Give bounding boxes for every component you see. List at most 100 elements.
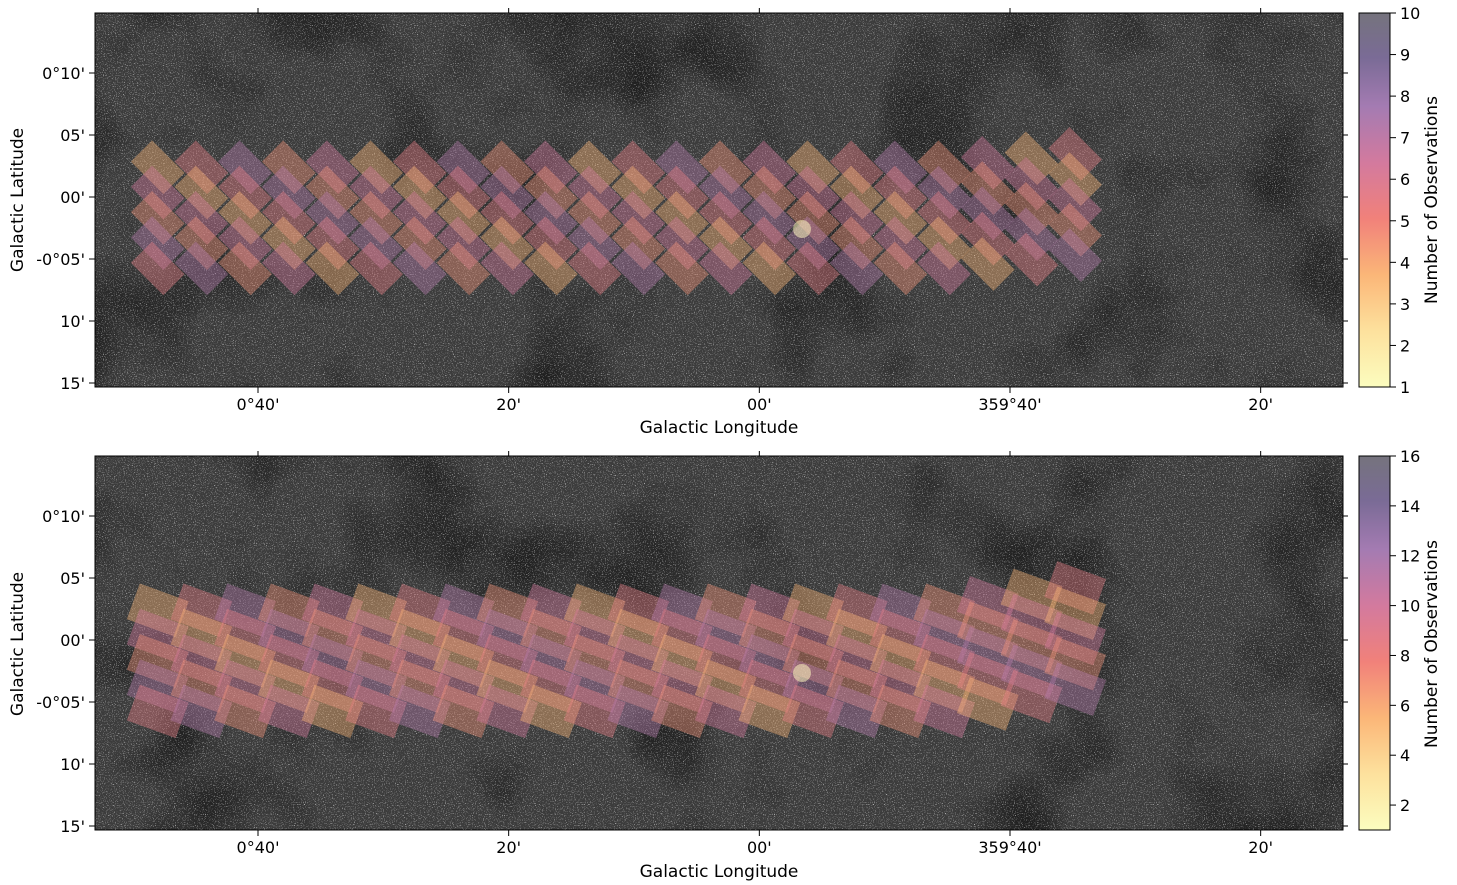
coverage-tile (698, 165, 753, 220)
coverage-tile (436, 216, 491, 270)
coverage-tile (476, 634, 539, 688)
coverage-tile (432, 634, 495, 688)
coverage-tile (345, 583, 408, 637)
y-tick-label: -0°05' (36, 693, 85, 712)
colorbar-tick-label: 8 (1400, 87, 1410, 106)
bottom-axes-frame (94, 455, 1344, 831)
y-tick-label: 05' (60, 126, 85, 145)
coverage-tile (432, 608, 495, 663)
coverage-tile (392, 165, 447, 220)
colorbar-tick-label: 16 (1400, 447, 1420, 466)
coverage-tile (388, 583, 451, 637)
coverage-tile (611, 165, 666, 220)
colorbar-tick-label: 2 (1400, 336, 1410, 355)
coverage-tile (126, 659, 189, 713)
coverage-tile (913, 684, 976, 739)
coverage-tile (218, 190, 272, 245)
x-tick-label: 359°40' (978, 395, 1041, 414)
coverage-tile (301, 583, 364, 637)
y-tick-label: 15' (60, 817, 85, 836)
coverage-tile (388, 684, 451, 739)
coverage-tile (829, 165, 884, 220)
top-y-axis-label: Galactic Latitude (8, 128, 28, 272)
coverage-tile (694, 608, 757, 663)
coverage-tile (698, 216, 753, 270)
coverage-tile (345, 608, 408, 663)
coverage-tile (305, 216, 360, 270)
colorbar-tick-label: 14 (1400, 497, 1420, 516)
coverage-tile (519, 634, 582, 688)
coverage-tile (524, 190, 578, 245)
y-tick-label: 00' (60, 631, 85, 650)
coverage-tile (786, 140, 840, 195)
coverage-tile (869, 634, 932, 688)
coverage-tile (1004, 207, 1059, 262)
coverage-tile (917, 241, 971, 296)
coverage-tile (174, 190, 229, 245)
coverage-tile (563, 634, 626, 688)
coverage-tile (873, 241, 928, 296)
coverage-tile (1004, 131, 1059, 186)
coverage-tile (825, 684, 888, 739)
bottom-x-axis-label: Galactic Longitude (640, 862, 799, 882)
coverage-tile (130, 241, 185, 296)
coverage-tile (825, 608, 888, 663)
coverage-tile (261, 216, 316, 270)
coverage-tile (698, 140, 753, 195)
coverage-tile (917, 216, 971, 270)
bottom-panel: 0°40' 20' 00' 359°40' 20' 0°10' 05' 00' -0°05' 10… (8, 447, 1442, 882)
coverage-tile (567, 216, 622, 270)
y-tick-label: 0°10' (42, 64, 85, 83)
colorbar-tick-label: 10 (1400, 4, 1420, 23)
coverage-tile (1000, 568, 1063, 623)
coverage-tile (392, 241, 447, 296)
coverage-tile (1048, 126, 1103, 181)
coverage-tile (214, 583, 277, 637)
coverage-tile (170, 608, 233, 663)
x-tick-label: 0°40' (237, 395, 280, 414)
coverage-tile (917, 165, 971, 220)
x-tick-label: 359°40' (978, 838, 1041, 857)
coverage-tile (1044, 586, 1107, 640)
colorbar-tick-label: 2 (1400, 796, 1410, 815)
coverage-tile (392, 216, 447, 270)
coverage-tile (257, 583, 320, 637)
coverage-tile (170, 684, 233, 739)
coverage-tile (261, 190, 316, 245)
coverage-tile (1004, 182, 1059, 236)
coverage-tile (218, 241, 272, 296)
coverage-tile (432, 659, 495, 713)
x-tick-label: 00' (747, 838, 772, 857)
coverage-tile (913, 634, 976, 688)
coverage-tile (960, 237, 1015, 291)
top-x-axis-label: Galactic Longitude (640, 418, 799, 438)
coverage-tile (742, 140, 797, 195)
coverage-tile (1048, 202, 1103, 257)
coverage-tile (436, 190, 491, 245)
coverage-tile (611, 140, 666, 195)
coverage-tile (174, 140, 229, 195)
coverage-tile (651, 684, 713, 739)
top-coverage-mosaic (130, 126, 1103, 296)
coverage-tile (301, 684, 364, 739)
coverage-tile (257, 684, 320, 739)
coverage-tile (742, 241, 797, 296)
y-tick-label: 10' (60, 755, 85, 774)
coverage-tile (480, 216, 535, 270)
coverage-tile (174, 241, 229, 296)
coverage-tile (960, 211, 1015, 266)
coverage-tile (1044, 611, 1107, 666)
coverage-tile (174, 165, 229, 220)
coverage-tile (1044, 561, 1107, 615)
coverage-tile (214, 659, 277, 713)
coverage-tile (829, 190, 884, 245)
coverage-tile (432, 583, 495, 637)
coverage-tile (305, 241, 360, 296)
coverage-tile (257, 634, 320, 688)
bottom-colorbar: 2 4 6 8 10 12 14 16 Number of Observations (1358, 447, 1442, 831)
coverage-tile (257, 608, 320, 663)
coverage-tile (607, 634, 670, 688)
coverage-tile (694, 583, 757, 637)
coverage-tile (956, 576, 1019, 630)
coverage-tile (563, 659, 626, 713)
